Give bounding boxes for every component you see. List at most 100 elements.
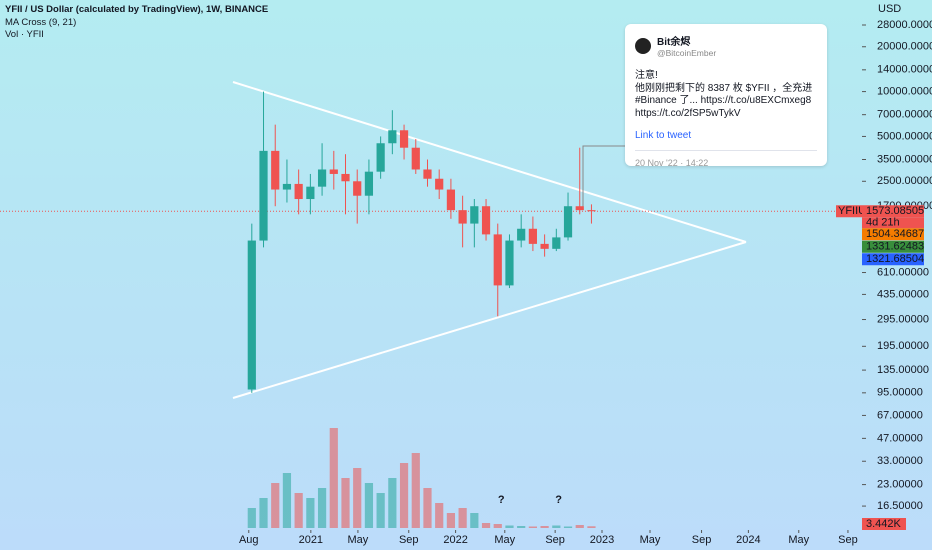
volume-bar	[294, 493, 303, 528]
volume-bar	[353, 468, 362, 528]
candle-body	[294, 183, 303, 200]
tweet-text: 注意!	[635, 70, 658, 81]
indicator-price-label: 1331.62483	[866, 241, 924, 253]
candle-body	[481, 206, 491, 235]
candle-body	[411, 147, 420, 170]
indicator-price-label-box	[862, 228, 924, 241]
tweet-body: 注意! 他刚刚把剩下的 8387 枚 $YFII ，全充进 #Binance 了…	[635, 70, 817, 120]
last-price-label-box	[862, 205, 924, 218]
volume-bar	[341, 478, 350, 528]
candle-body	[458, 210, 467, 224]
y-tick-label: 295.00000	[877, 313, 929, 325]
tweet-date: 20 Nov '22 · 14:22	[635, 150, 817, 168]
volume-bar	[552, 525, 561, 528]
candle-body	[423, 169, 432, 179]
tweet-header: Bit余烬 @BitcoinEmber	[635, 33, 817, 58]
candle-body	[317, 169, 327, 187]
y-tick-label: 16.50000	[877, 500, 923, 512]
candle-body	[388, 130, 397, 144]
countdown: 4d 21h	[866, 217, 900, 229]
candle-body	[282, 183, 292, 190]
volume-bar	[528, 526, 537, 528]
symbol-tag-box	[836, 205, 862, 218]
y-tick-label: 435.00000	[877, 288, 929, 300]
indicator-price-label-box	[862, 240, 924, 253]
y-tick-label: 3500.00000	[877, 153, 932, 165]
y-tick-label: 135.00000	[877, 364, 929, 376]
trend-line	[232, 81, 747, 243]
candle-body	[446, 189, 456, 211]
y-tick-label: 2500.00000	[877, 175, 932, 187]
trend-line	[232, 241, 747, 399]
y-tick-label: 47.00000	[877, 432, 923, 444]
volume-bar	[481, 523, 491, 528]
volume-bar	[364, 483, 374, 528]
x-tick-label: Aug	[239, 534, 259, 546]
volume-bar	[271, 483, 280, 528]
volume-bar	[435, 503, 444, 528]
annotation: ?	[555, 494, 562, 506]
candle-body	[341, 173, 350, 182]
candle-body	[329, 169, 338, 174]
y-tick-label: 33.00000	[877, 455, 923, 467]
candle-body	[528, 228, 537, 244]
volume-bar	[411, 453, 420, 528]
volume-bar	[317, 488, 327, 528]
handle: @BitcoinEmber	[657, 48, 717, 58]
volume-bar	[282, 473, 292, 528]
volume-bar	[505, 525, 514, 528]
indicator: Vol · YFII	[5, 29, 44, 40]
volume-bar	[470, 513, 479, 528]
x-tick-label: May	[788, 534, 809, 546]
x-tick-label: 2023	[590, 534, 614, 546]
volume-bar	[575, 525, 584, 528]
candle-body	[587, 210, 596, 212]
candle-body	[247, 240, 256, 390]
candle-body	[364, 171, 374, 196]
volume-bar	[458, 508, 467, 528]
candle-body	[470, 206, 479, 224]
candle-body	[575, 206, 584, 211]
volume-bar	[446, 513, 456, 528]
legend: YFII / US Dollar (calculated by TradingV…	[5, 4, 268, 42]
x-tick-label: May	[640, 534, 661, 546]
volume-bar	[563, 526, 573, 528]
author: Bit余烬	[657, 37, 691, 48]
candle-body	[540, 243, 549, 249]
y-tick-label: 67.00000	[877, 409, 923, 421]
chart-title: YFII / US Dollar (calculated by TradingV…	[5, 4, 269, 15]
x-tick-label: Sep	[838, 534, 858, 546]
indicator-price-label: 1504.34687	[866, 228, 924, 240]
volume-bar	[587, 526, 596, 528]
volume-bar	[517, 526, 526, 528]
x-tick-label: 2024	[736, 534, 760, 546]
candle-body	[306, 186, 315, 200]
candle-body	[552, 237, 561, 249]
volume-label: 3.442K	[866, 518, 902, 530]
candle-body	[505, 240, 514, 286]
indicator: MA Cross (9, 21)	[5, 16, 77, 28]
y-tick-label: 10000.00000	[877, 86, 932, 98]
x-tick-label: 2021	[299, 534, 323, 546]
annotation: ?	[498, 494, 505, 506]
tweet-link[interactable]: Link to tweet	[635, 130, 692, 141]
candle-body	[563, 206, 573, 238]
y-tick-label: 20000.00000	[877, 41, 932, 53]
avatar	[635, 37, 651, 54]
x-tick-label: May	[348, 534, 369, 546]
volume-bar	[259, 498, 268, 528]
candle-body	[435, 178, 444, 190]
y-tick-label: 23.00000	[877, 478, 923, 490]
candle-body	[353, 181, 362, 196]
y-axis-label: USD	[878, 3, 901, 15]
indicator-price-label-box	[862, 253, 924, 266]
candle-body	[376, 143, 385, 172]
tweet-text: 他刚刚把剩下的 8387 枚 $YFII ，全充进 #Binance 了... …	[635, 82, 813, 119]
y-tick-label: 5000.00000	[877, 130, 932, 142]
x-tick-label: Sep	[692, 534, 712, 546]
x-tick-label: 2022	[443, 534, 467, 546]
volume-bar	[329, 428, 338, 528]
y-tick-label: 7000.00000	[877, 109, 932, 121]
